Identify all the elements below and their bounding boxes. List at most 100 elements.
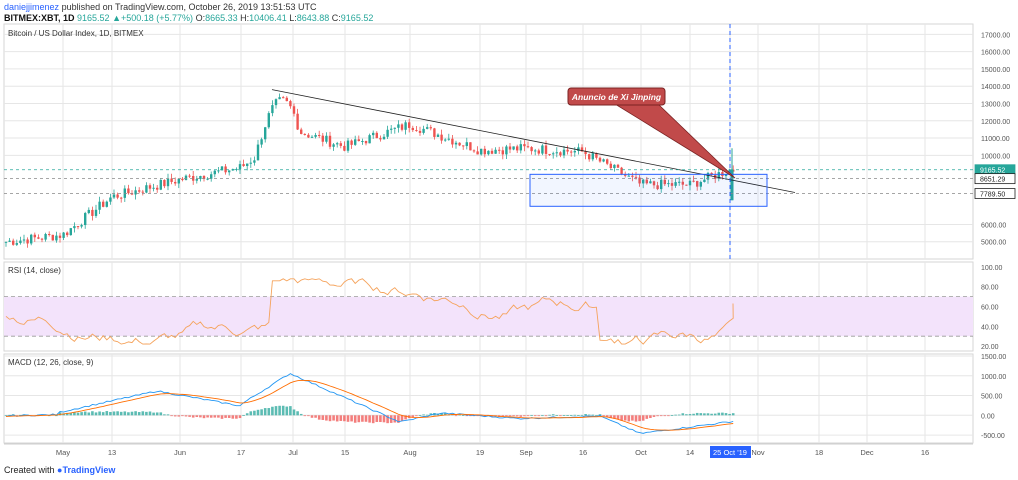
price-label: 9165.52 [980,168,1005,175]
candle [260,139,263,145]
candle [40,238,44,240]
y-tick-label: 15000.00 [981,67,1010,74]
macd-histogram-bar [559,415,562,417]
macd-histogram-bar [620,415,623,421]
macd-histogram-bar [663,415,667,417]
macd-histogram-bar [623,415,627,421]
macd-histogram-bar [328,415,332,422]
candle [235,168,238,170]
tradingview-brand[interactable]: TradingView [62,465,116,475]
macd-histogram-bar [206,415,209,418]
macd-histogram-bar [631,415,634,421]
candle [55,235,58,241]
candle [354,139,357,145]
macd-histogram-bar [551,414,555,416]
y-tick-label: 17000.00 [981,32,1010,39]
candle [372,132,375,136]
candle [562,149,566,156]
candle [588,154,591,160]
candle [343,145,346,151]
macd-histogram-bar [173,415,177,417]
candle [620,167,623,175]
candle [217,170,220,172]
candle [534,150,537,152]
candle [69,228,72,236]
macd-histogram-bar [692,413,695,416]
macd-histogram-bar [523,415,526,417]
candle [577,147,580,151]
macd-histogram-bar [670,415,674,416]
macd-histogram-bar [609,415,613,419]
candle [256,144,260,161]
macd-histogram-bar [713,413,717,416]
current-date-badge [710,446,751,458]
x-tick-label: Jul [288,448,298,457]
macd-histogram-bar [141,411,145,416]
macd-histogram-bar [501,415,505,417]
candle [210,174,213,179]
x-tick-label: 18 [815,448,823,457]
macd-signal-line [5,379,734,431]
macd-histogram-bar [641,415,645,421]
candle [76,226,80,228]
macd-histogram-bar [181,415,184,417]
author-link[interactable]: daniejjimenez [4,2,60,12]
x-tick-label: Sep [519,448,532,457]
macd-histogram-bar [627,415,631,422]
price-pane-title: Bitcoin / US Dollar Index, 1D, BITMEX [8,29,144,38]
ohlc-c-label: C: [331,13,341,23]
macd-histogram-bar [382,415,386,423]
macd-histogram-bar [343,415,346,422]
candle [379,138,382,140]
candle [699,182,702,187]
macd-histogram-bar [289,406,292,416]
macd-histogram-bar [465,415,469,417]
candle [66,232,69,236]
macd-histogram-bar [69,412,73,416]
candle [717,172,720,179]
macd-histogram-bar [548,414,551,416]
candle [444,139,447,141]
candle [318,134,321,136]
macd-histogram-bar [533,415,537,417]
candle [152,187,155,189]
candle [519,144,522,151]
candle [667,183,670,185]
macd-histogram-bar [213,415,217,418]
ohlc-open: 8665.33 [205,13,238,23]
candle [202,175,206,180]
candle [595,153,598,158]
callout-pointer [613,103,736,179]
candle [559,152,562,156]
candle [382,136,386,140]
candle [138,190,141,192]
x-tick-label: 15 [341,448,349,457]
macd-histogram-bar [512,415,515,417]
tradingview-logo-icon: ● [57,465,63,475]
candle [451,138,454,145]
macd-histogram-bar [443,413,447,416]
y-tick-label: 13000.00 [981,101,1010,108]
macd-histogram-bar [368,415,371,423]
candle [508,146,512,150]
candle [292,106,296,114]
macd-histogram-bar [483,415,487,417]
rsi-tick-label: 80.00 [981,285,999,292]
macd-histogram-bar [584,414,587,416]
candle [62,232,65,238]
macd-histogram-bar [188,415,191,417]
candle [678,181,681,183]
candle [310,136,314,138]
macd-histogram-bar [109,411,112,416]
candle [314,134,317,137]
candle [220,166,224,171]
candle [487,150,490,155]
macd-histogram-bar [386,415,389,424]
macd-histogram-bar [339,415,343,421]
macd-histogram-bar [303,415,307,417]
candle [368,135,371,144]
candle [703,179,706,183]
candle [206,178,209,180]
candle [685,184,688,186]
